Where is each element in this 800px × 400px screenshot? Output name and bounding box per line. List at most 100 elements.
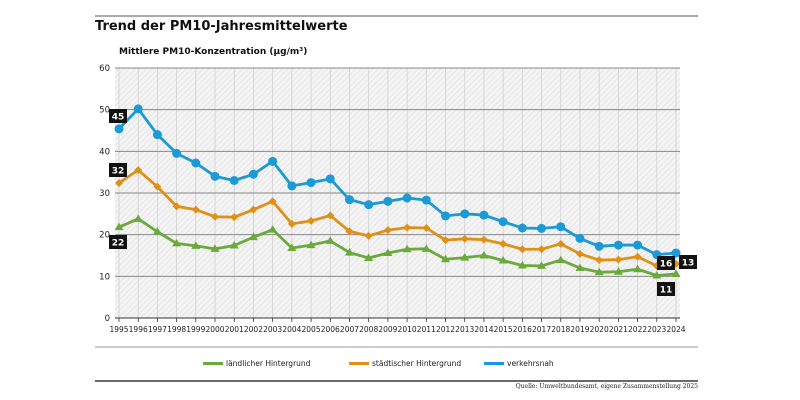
data-point: [575, 249, 584, 258]
x-tick-label: 2022: [628, 325, 647, 334]
data-point: [402, 193, 412, 203]
data-point: [595, 256, 604, 265]
data-point: [421, 244, 431, 252]
data-point: [344, 195, 354, 205]
data-point: [307, 216, 316, 225]
x-tick-label: 2016: [513, 325, 532, 334]
data-point: [479, 235, 488, 244]
data-point: [268, 225, 278, 233]
legend-swatch: [203, 362, 223, 365]
data-point: [134, 166, 143, 175]
data-point: [613, 267, 623, 275]
series-line-0: [118, 217, 677, 277]
data-point: [402, 244, 412, 253]
data-point: [575, 233, 585, 243]
legend-label: verkehrsnah: [507, 359, 554, 368]
data-point: [633, 264, 643, 273]
value-label-box: [657, 256, 675, 270]
x-tick-label: 2000: [205, 325, 224, 334]
value-label: 16: [660, 260, 673, 270]
x-tick-label: 2008: [359, 325, 378, 334]
data-point: [344, 248, 354, 256]
data-point: [364, 200, 374, 210]
data-point: [537, 261, 547, 269]
x-tick-label: 2021: [609, 325, 628, 334]
data-point: [172, 148, 182, 158]
y-tick-label: 30: [99, 189, 110, 199]
data-point: [671, 269, 681, 277]
x-tick-label: 2001: [225, 325, 244, 334]
data-point: [345, 227, 354, 236]
data-point: [575, 263, 585, 271]
data-point: [152, 130, 162, 140]
y-tick-label: 0: [105, 314, 110, 324]
data-point: [191, 205, 200, 214]
data-point: [441, 211, 451, 221]
y-tick-label: 60: [99, 64, 110, 74]
value-label-box: [109, 109, 127, 123]
x-tick-label: 2020: [590, 325, 609, 334]
data-point: [210, 244, 220, 252]
data-point: [230, 213, 239, 222]
data-point: [287, 219, 296, 228]
data-point: [248, 169, 258, 179]
data-point: [191, 241, 201, 249]
data-point: [537, 245, 546, 254]
data-point: [460, 253, 470, 261]
data-point: [306, 240, 316, 249]
y-axis-label: Mittlere PM10-Konzentration (µg/m³): [119, 47, 308, 57]
x-tick-label: 2009: [378, 325, 397, 334]
data-point: [383, 226, 392, 235]
x-tick-label: 2024: [666, 325, 685, 334]
y-tick-label: 50: [99, 106, 110, 116]
data-point: [114, 222, 124, 231]
data-point: [671, 248, 681, 258]
value-label: 13: [682, 259, 695, 269]
x-tick-label: 2005: [302, 325, 321, 334]
data-point: [556, 255, 566, 264]
data-point: [172, 202, 181, 211]
legend-swatch: [484, 362, 504, 365]
data-point: [614, 255, 623, 264]
data-point: [460, 234, 469, 243]
data-point: [383, 196, 393, 206]
data-point: [306, 178, 316, 188]
value-label: 32: [112, 167, 125, 177]
data-point: [441, 254, 451, 263]
source-note: Quelle: Umweltbundesamt, eigene Zusammen…: [515, 383, 698, 390]
data-point: [556, 222, 566, 232]
data-point: [421, 195, 431, 205]
data-point: [191, 158, 201, 168]
y-tick-label: 40: [99, 147, 110, 157]
value-label-box: [657, 282, 675, 296]
data-point: [517, 261, 527, 269]
value-label: 22: [112, 239, 125, 249]
data-point: [364, 231, 373, 240]
data-point: [479, 251, 489, 259]
legend-label: städtischer Hintergrund: [372, 359, 462, 368]
x-tick-label: 1995: [109, 325, 128, 334]
x-tick-label: 2019: [570, 325, 589, 334]
x-tick-label: 2006: [321, 325, 340, 334]
data-point: [152, 227, 162, 235]
x-tick-label: 2010: [398, 325, 417, 334]
data-point: [248, 232, 258, 241]
data-point: [479, 210, 489, 220]
value-label-box: [679, 255, 697, 269]
x-tick-label: 2014: [474, 325, 493, 334]
x-tick-label: 1998: [167, 325, 186, 334]
data-point: [229, 176, 239, 185]
series-line-1: [118, 168, 677, 268]
data-point: [287, 243, 297, 251]
data-point: [210, 171, 220, 181]
data-point: [133, 214, 143, 222]
x-tick-label: 1999: [186, 325, 205, 334]
legend-label: ländlicher Hintergrund: [226, 359, 311, 368]
data-point: [517, 223, 527, 233]
x-tick-label: 2011: [417, 325, 436, 334]
x-tick-label: 2004: [282, 325, 301, 334]
x-tick-label: 1996: [129, 325, 148, 334]
y-tick-label: 10: [99, 272, 110, 282]
data-point: [172, 238, 182, 247]
